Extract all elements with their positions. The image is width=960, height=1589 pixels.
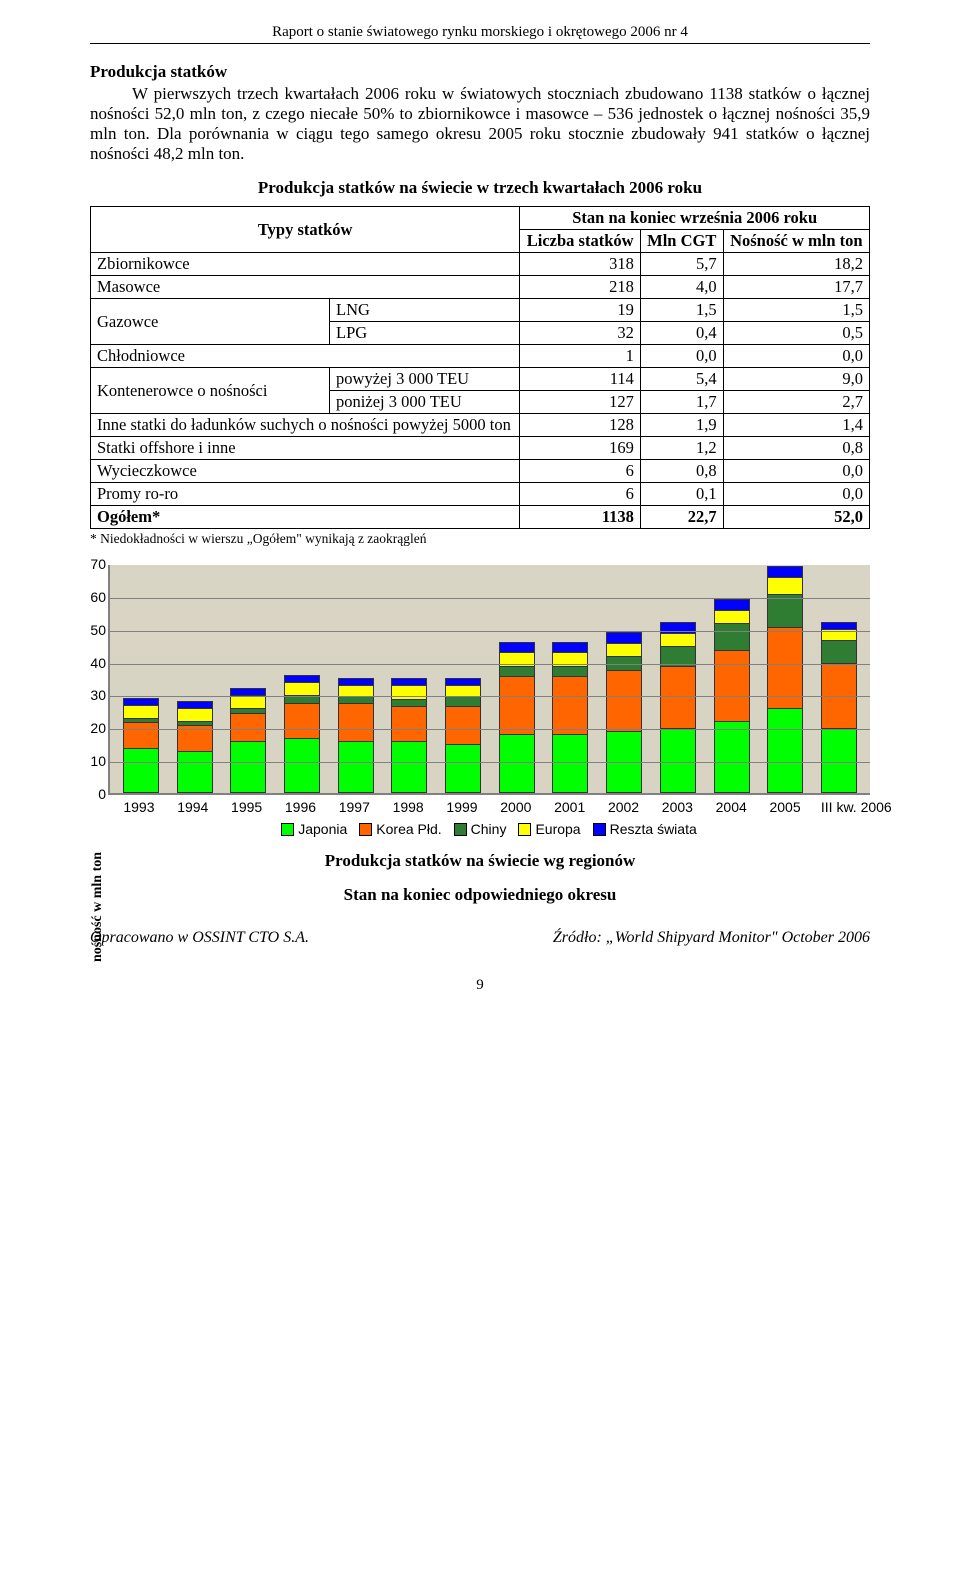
legend-item: Japonia [281,821,347,837]
chart-caption-1: Produkcja statków na świecie wg regionów [90,851,870,871]
x-ticks: 1993 1994 1995 1996 1997 1998 1999 2000 2001 2002… [108,795,870,815]
footer: Opracowano w OSSINT CTO S.A. Źródło: „Wo… [90,929,870,947]
table-total-row: Ogółem* 1138 22,7 52,0 [91,506,870,529]
chart-caption-2: Stan na koniec odpowiedniego okresu [90,885,870,905]
legend-item: Reszta świata [593,821,697,837]
section-title: Produkcja statków [90,62,870,82]
bar [767,566,803,793]
table-row: Wycieczkowce60,80,0 [91,460,870,483]
table-row: Masowce2184,017,7 [91,276,870,299]
chart-plot: 010203040506070 [108,565,870,795]
bar [821,622,857,793]
x-tick: 1993 [121,799,157,815]
chart: nośność w mln ton 010203040506070 199319… [90,565,870,837]
legend-item: Europa [518,821,580,837]
page-number: 9 [90,977,870,994]
table-row: GazowceLNG191,51,5 [91,299,870,322]
cell: 0,0 [723,345,869,368]
paragraph: W pierwszych trzech kwartałach 2006 roku… [90,84,870,164]
legend-item: Korea Płd. [359,821,441,837]
cell: Ogółem* [91,506,520,529]
x-tick: 1997 [336,799,372,815]
x-tick: 2001 [552,799,588,815]
table-row: Statki offshore i inne1691,20,8 [91,437,870,460]
col2-header: Mln CGT [640,230,723,253]
bar [445,678,481,793]
col0-header: Typy statków [91,207,520,253]
table-footnote: * Niedokładności w wierszu „Ogółem" wyni… [90,531,870,547]
bar [660,622,696,793]
cell: 0,0 [640,345,723,368]
col3-header: Nośność w mln ton [723,230,869,253]
rule [90,43,870,44]
x-tick: 1998 [390,799,426,815]
x-tick: 2003 [659,799,695,815]
x-tick: 1996 [282,799,318,815]
x-tick: 1995 [229,799,265,815]
table-title: Produkcja statków na świecie w trzech kw… [90,178,870,198]
footer-left: Opracowano w OSSINT CTO S.A. [90,929,309,947]
bar [230,688,266,793]
bar [284,675,320,793]
x-tick: 1999 [444,799,480,815]
x-tick: 1994 [175,799,211,815]
table-row: Promy ro-ro60,10,0 [91,483,870,506]
table-row: Inne statki do ładunków suchych o nośnoś… [91,414,870,437]
bar [123,698,159,793]
cell: 1138 [520,506,641,529]
x-tick: 2000 [498,799,534,815]
cell: Chłodniowce [91,345,520,368]
data-table: Typy statków Stan na koniec września 200… [90,206,870,529]
chart-legend: Japonia Korea Płd. Chiny Europa Reszta świat… [108,821,870,837]
page-header: Raport o stanie światowego rynku morskie… [90,24,870,41]
bar [177,701,213,793]
footer-right: Źródło: „World Shipyard Monitor" October… [553,929,870,947]
legend-item: Chiny [454,821,507,837]
cell: 52,0 [723,506,869,529]
x-tick: 2005 [767,799,803,815]
table-row: Zbiornikowce3185,718,2 [91,253,870,276]
cell: 1 [520,345,641,368]
x-tick: 2004 [713,799,749,815]
cell: 22,7 [640,506,723,529]
x-tick: III kw. 2006 [821,799,857,815]
super-header: Stan na koniec września 2006 roku [520,207,870,230]
col1-header: Liczba statków [520,230,641,253]
bar [338,678,374,793]
table-row: Kontenerowce o nośnościpowyżej 3 000 TEU… [91,368,870,391]
bar [391,678,427,793]
bar [606,632,642,793]
table-row: Chłodniowce 1 0,0 0,0 [91,345,870,368]
x-tick: 2002 [606,799,642,815]
